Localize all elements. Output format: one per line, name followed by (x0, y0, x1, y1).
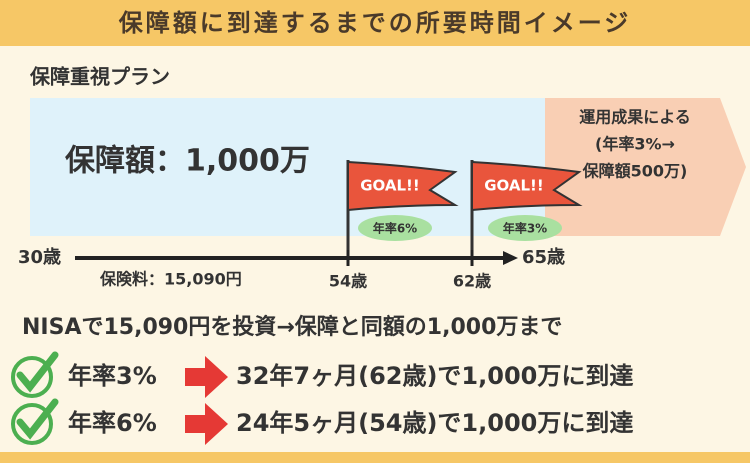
coverage: 保障額：1,000万 (65, 144, 310, 179)
flag-rate: 年率6% (373, 221, 417, 236)
age-label: 65歳 (522, 247, 565, 268)
premium: 保険料：15,090円 (99, 270, 242, 289)
summary-row: 年率3% 32年7ヶ月(62歳)で1,000万に到達 (11, 351, 633, 398)
summary-rate: 年率3% (68, 362, 157, 390)
summary-row: 年率6% 24年5ヶ月(54歳)で1,000万に到達 (11, 398, 633, 445)
flag: GOAL!! 年率3% (470, 160, 583, 255)
age-label: 54歳 (329, 272, 367, 291)
summary-rate: 年率6% (68, 409, 157, 437)
flag-rate: 年率3% (503, 221, 547, 236)
note-line: 運用成果による (579, 108, 691, 127)
plan-label: 保障重視プラン (29, 65, 170, 89)
bottom-bar (0, 452, 750, 463)
note-line: (年率3%→ (595, 135, 675, 154)
note-line: 保障額500万) (582, 162, 688, 181)
summary-heading: NISAで15,090円を投資→保障と同額の1,000万まで (22, 314, 562, 340)
plan-area (30, 98, 550, 236)
flag-text: GOAL!! (360, 177, 420, 195)
title: 保障額に到達するまでの所要時間イメージ (118, 9, 632, 37)
result-arrow (545, 98, 746, 236)
summary-result: 32年7ヶ月(62歳)で1,000万に到達 (236, 362, 633, 390)
flag-text: GOAL!! (484, 177, 544, 195)
flag: GOAL!! 年率6% (346, 160, 459, 255)
summary-result: 24年5ヶ月(54歳)で1,000万に到達 (236, 409, 633, 437)
title-bar (0, 0, 750, 46)
age-label: 62歳 (453, 272, 491, 291)
timeline-arrow (503, 251, 518, 265)
age-label: 30歳 (18, 247, 61, 268)
